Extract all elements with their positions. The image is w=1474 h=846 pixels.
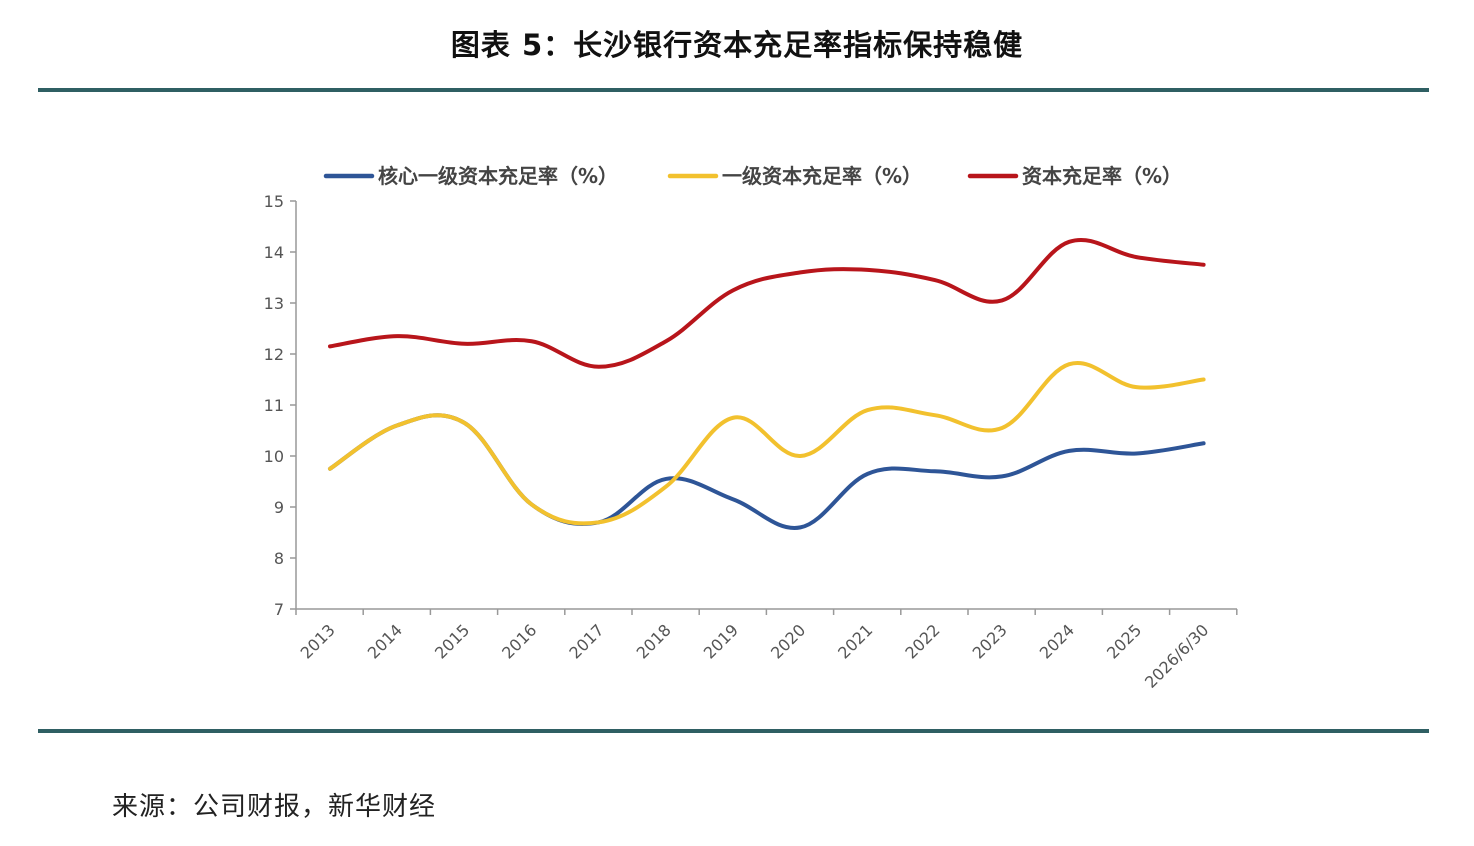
x-tick-label: 2013 (297, 620, 339, 662)
series-line-capital-adequacy (328, 238, 1206, 369)
top-divider (38, 88, 1429, 92)
y-tick-label: 7 (274, 600, 284, 619)
x-tick-label: 2014 (364, 620, 406, 662)
legend-tier1-label: 一级资本充足率（%） (722, 164, 922, 188)
y-tick-label: 14 (264, 243, 284, 262)
x-tick-label: 2020 (767, 620, 809, 662)
x-tick-label: 2015 (431, 620, 473, 662)
x-tick-label: 2024 (1036, 620, 1078, 662)
x-tick-label: 2026/6/30 (1141, 620, 1212, 691)
x-tick-label: 2021 (834, 620, 876, 662)
series-line-tier1 (328, 360, 1206, 526)
chart-title: 图表 5：长沙银行资本充足率指标保持稳健 (450, 28, 1024, 62)
y-tick-label: 12 (264, 345, 284, 364)
legend-capital-adequacy-label: 资本充足率（%） (1022, 164, 1182, 188)
x-tick-label: 2019 (700, 620, 742, 662)
series-line-core-tier1 (328, 413, 1206, 530)
legend-core-tier1-label: 核心一级资本充足率（%） (378, 164, 618, 188)
x-tick-label: 2016 (498, 620, 540, 662)
y-tick-label: 15 (264, 192, 284, 211)
y-tick-label: 10 (264, 447, 284, 466)
bottom-divider (38, 729, 1429, 733)
y-tick-label: 9 (274, 498, 284, 517)
x-tick-label: 2023 (969, 620, 1011, 662)
y-tick-label: 13 (264, 294, 284, 313)
source-note: 来源：公司财报，新华财经 (112, 792, 437, 822)
y-tick-label: 11 (264, 396, 284, 415)
x-tick-label: 2017 (565, 620, 607, 662)
x-tick-label: 2022 (901, 620, 943, 662)
x-tick-label: 2018 (633, 620, 675, 662)
y-tick-label: 8 (274, 549, 284, 568)
x-tick-label: 2025 (1103, 620, 1145, 662)
